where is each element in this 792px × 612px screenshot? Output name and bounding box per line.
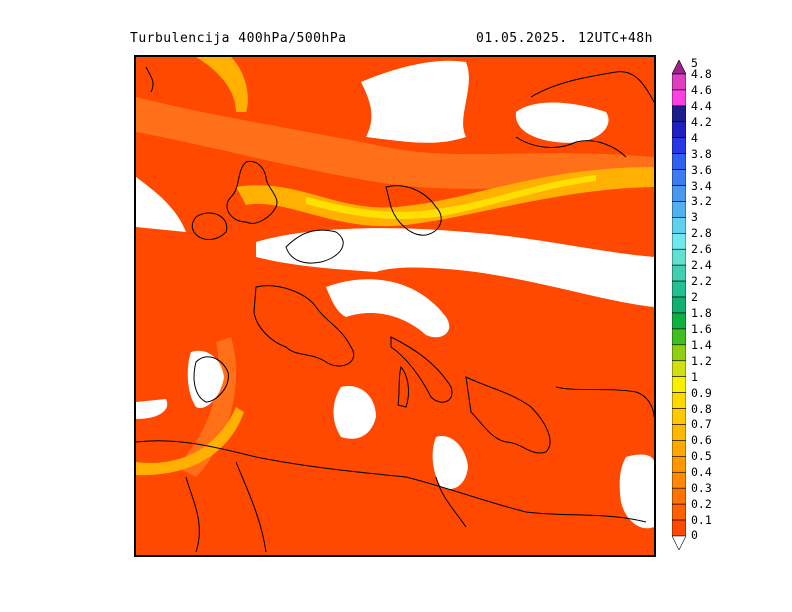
colorbar-swatch-3.6 xyxy=(672,169,686,186)
colorbar-swatch-4 xyxy=(672,137,686,154)
forecast-date: 01.05.2025. xyxy=(476,31,568,46)
colorbar-swatch-1.8 xyxy=(672,312,686,330)
nodata-se-corner xyxy=(619,454,654,529)
colorbar-label: 2.8 xyxy=(691,226,712,241)
nodata-alps xyxy=(326,279,450,338)
colorbar-label: 0 xyxy=(691,528,698,542)
nodata-sardinia xyxy=(333,386,376,439)
colorbar-swatch-0.9 xyxy=(672,392,686,409)
colorbar-swatch-1.4 xyxy=(672,344,686,362)
colorbar-swatch-3.8 xyxy=(672,153,686,170)
colorbar-label: 0.1 xyxy=(691,513,712,528)
colorbar-swatch-2 xyxy=(672,296,686,314)
map-canvas xyxy=(136,57,654,555)
colorbar-swatch-2.8 xyxy=(672,233,686,250)
colorbar-swatch-0.7 xyxy=(672,424,686,441)
colorbar-label: 0.3 xyxy=(691,481,712,496)
colorbar-label: 4.6 xyxy=(691,82,712,97)
nodata-band-central xyxy=(256,228,654,307)
turbulence-map xyxy=(134,55,656,557)
nodata-scandinavia xyxy=(361,60,469,143)
colorbar-label: 5 xyxy=(691,56,698,70)
colorbar-label: 1.8 xyxy=(691,305,712,320)
jet-core xyxy=(306,175,596,220)
colorbar-swatch-5 xyxy=(672,60,686,75)
colorbar-label: 3.6 xyxy=(691,162,712,177)
colorbar-label: 0.2 xyxy=(691,497,712,512)
colorbar-swatch-0.5 xyxy=(672,456,686,473)
colorbar-swatch-4.4 xyxy=(672,105,686,123)
colorbar-swatch-2.2 xyxy=(672,280,686,298)
colorbar-label: 4.2 xyxy=(691,114,712,129)
colorbar-label: 0.6 xyxy=(691,433,712,448)
colorbar-label: 1.2 xyxy=(691,353,712,368)
colorbar-label: 0.8 xyxy=(691,401,712,416)
colorbar-swatch-3.2 xyxy=(672,201,686,218)
nodata-libya xyxy=(432,436,468,489)
band-weak-north xyxy=(136,97,654,189)
colorbar-swatch-1 xyxy=(672,376,686,393)
colorbar-swatch-4.6 xyxy=(672,89,686,107)
colorbar-label: 0.7 xyxy=(691,417,712,432)
jet-band-nw xyxy=(196,57,248,112)
colorbar-label: 2.2 xyxy=(691,274,712,289)
colorbar-label: 2 xyxy=(691,290,698,305)
colorbar-label: 0.9 xyxy=(691,385,712,400)
colorbar-swatch-0.1 xyxy=(672,519,686,537)
nodata-west-corner xyxy=(136,399,168,419)
nodata-nw-corner xyxy=(136,177,186,232)
colorbar xyxy=(672,60,686,550)
nodata-iberia xyxy=(187,350,224,408)
colorbar-swatch-0.4 xyxy=(672,471,686,489)
colorbar-label: 1.4 xyxy=(691,337,712,352)
colorbar-label: 0.5 xyxy=(691,449,712,464)
colorbar-swatch-0.2 xyxy=(672,503,686,521)
colorbar-swatch-0.3 xyxy=(672,487,686,505)
colorbar-label: 4.8 xyxy=(691,67,712,81)
colorbar-swatch-2.4 xyxy=(672,264,686,282)
colorbar-label: 1.6 xyxy=(691,321,712,336)
colorbar-label: 1 xyxy=(691,369,698,384)
colorbar-swatch-3.4 xyxy=(672,185,686,202)
colorbar-swatch-0.6 xyxy=(672,440,686,457)
forecast-run: 12UTC+48h xyxy=(578,31,653,46)
colorbar-label: 2.6 xyxy=(691,242,712,257)
colorbar-label: 3.4 xyxy=(691,178,712,193)
colorbar-label: 2.4 xyxy=(691,258,712,273)
colorbar-label: 3.2 xyxy=(691,194,712,209)
colorbar-swatch-4.2 xyxy=(672,121,686,139)
jet-band-sw xyxy=(136,407,244,476)
colorbar-label: 3.8 xyxy=(691,146,712,161)
colorbar-swatch-3 xyxy=(672,217,686,234)
colorbar-swatch-4.8 xyxy=(672,73,686,91)
colorbar-swatch-0.8 xyxy=(672,408,686,425)
colorbar-label: 3 xyxy=(691,210,698,225)
colorbar-swatch-1.2 xyxy=(672,360,686,377)
colorbar-label: 4 xyxy=(691,130,698,145)
colorbar-swatch-1.6 xyxy=(672,328,686,346)
colorbar-label: 4.4 xyxy=(691,98,712,113)
colorbar-swatch-2.6 xyxy=(672,248,686,266)
colorbar-label: 0.4 xyxy=(691,465,712,480)
colorbar-swatch-0 xyxy=(672,535,686,550)
nodata-east xyxy=(515,102,609,143)
map-title: Turbulencija 400hPa/500hPa xyxy=(130,31,347,46)
coastlines xyxy=(136,66,654,553)
